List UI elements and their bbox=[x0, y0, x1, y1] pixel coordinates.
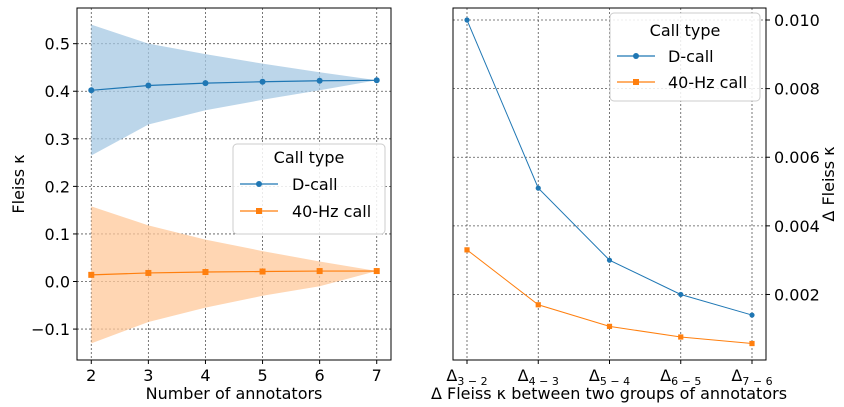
left-y-tick-label: 0.4 bbox=[45, 82, 70, 101]
left-point-40hz bbox=[259, 268, 266, 275]
left-line-dcall bbox=[91, 79, 377, 91]
right-legend: Call type D-call 40-Hz call bbox=[609, 12, 761, 102]
left-legend-40hz-label: 40-Hz call bbox=[292, 202, 371, 221]
left-x-tick-label: 3 bbox=[143, 366, 153, 385]
left-point-dcall bbox=[202, 80, 209, 87]
right-legend-40hz-marker bbox=[633, 79, 639, 85]
left-plot-frame bbox=[76, 7, 392, 361]
left-y-tick-label: 0.1 bbox=[45, 225, 70, 244]
left-band-40hz bbox=[91, 206, 377, 344]
right-point-40hz bbox=[535, 302, 541, 308]
left-point-40hz bbox=[373, 268, 380, 275]
left-x-ticks: 2 3 4 5 6 7 bbox=[86, 360, 382, 385]
left-y-tick-label: −0.1 bbox=[31, 320, 70, 339]
left-line-40hz bbox=[91, 270, 377, 276]
right-legend-dcall-label: D-call bbox=[668, 47, 714, 66]
left-x-tick-label: 6 bbox=[315, 366, 325, 385]
left-legend-dcall-label: D-call bbox=[292, 175, 338, 194]
right-point-dcall bbox=[464, 17, 470, 23]
right-point-40hz bbox=[464, 247, 470, 253]
right-x-ticks: Δ3 − 2 Δ4 − 3 Δ5 − 4 Δ6 − 5 Δ7 − 6 bbox=[446, 360, 773, 388]
left-x-tick-label: 4 bbox=[200, 366, 210, 385]
left-y-tick-label: 0.3 bbox=[45, 130, 70, 149]
left-y-tick-label: 0.5 bbox=[45, 35, 70, 54]
left-x-tick-label: 5 bbox=[257, 366, 267, 385]
left-y-ticks: −0.1 0.0 0.1 0.2 0.3 0.4 0.5 bbox=[31, 35, 77, 339]
left-legend-dcall-marker bbox=[256, 181, 262, 187]
left-y-tick-label: 0.2 bbox=[45, 177, 70, 196]
right-legend-dcall-marker bbox=[633, 53, 639, 59]
right-y-ticks: 0.002 0.004 0.006 0.008 0.010 bbox=[766, 11, 820, 304]
right-x-tick-label: Δ6 − 5 bbox=[660, 366, 701, 388]
left-y-axis-label: Fleiss κ bbox=[9, 154, 28, 214]
left-point-40hz bbox=[202, 269, 209, 275]
right-y-tick-label: 0.010 bbox=[774, 11, 820, 30]
right-y-axis-label: Δ Fleiss κ bbox=[819, 146, 838, 222]
left-point-dcall bbox=[88, 87, 95, 94]
left-point-dcall bbox=[373, 77, 380, 84]
left-point-40hz bbox=[145, 269, 152, 276]
right-x-tick-label: Δ7 − 6 bbox=[731, 366, 772, 388]
right-legend-title: Call type bbox=[650, 21, 721, 40]
left-point-dcall bbox=[316, 77, 323, 84]
right-x-tick-label: Δ4 − 3 bbox=[518, 366, 559, 388]
right-y-tick-label: 0.008 bbox=[774, 80, 820, 99]
left-x-axis-label: Number of annotators bbox=[146, 384, 323, 403]
left-legend-title: Call type bbox=[274, 148, 345, 167]
right-point-40hz bbox=[749, 340, 755, 347]
right-chart-panel: Δ3 − 2 Δ4 − 3 Δ5 − 4 Δ6 − 5 Δ7 − 6 0.0020.00… bbox=[431, 7, 838, 403]
left-point-dcall bbox=[259, 78, 266, 85]
right-point-dcall bbox=[749, 312, 755, 318]
right-point-40hz bbox=[678, 334, 684, 340]
right-x-axis-label: Δ Fleiss κ between two groups of annotat… bbox=[431, 384, 787, 403]
left-x-tick-label: 7 bbox=[372, 366, 382, 385]
right-y-tick-label: 0.004 bbox=[774, 217, 820, 236]
right-point-dcall bbox=[535, 185, 541, 191]
right-y-tick-label: 0.006 bbox=[774, 148, 820, 167]
left-point-dcall bbox=[145, 82, 152, 89]
left-legend-40hz-marker bbox=[256, 208, 262, 214]
left-x-tick-label: 2 bbox=[86, 366, 96, 385]
right-legend-40hz-label: 40-Hz call bbox=[668, 73, 747, 92]
left-chart-panel: 2 3 4 5 6 7 −0.1 0.0 0.1 0.2 0.3 0.4 0.5 Number of … bbox=[9, 7, 392, 403]
right-point-dcall bbox=[606, 257, 613, 263]
right-x-tick-label: Δ3 − 2 bbox=[446, 366, 487, 388]
right-point-dcall bbox=[678, 291, 684, 298]
left-series-lines bbox=[88, 77, 380, 278]
right-x-tick-label: Δ5 − 4 bbox=[589, 366, 630, 388]
left-point-40hz bbox=[88, 271, 95, 278]
left-point-40hz bbox=[316, 268, 323, 275]
left-legend: Call type D-call 40-Hz call bbox=[232, 143, 386, 235]
right-legend-box bbox=[609, 12, 761, 102]
left-band-dcall bbox=[91, 24, 377, 156]
left-confidence-bands bbox=[91, 24, 377, 344]
right-series-lines bbox=[464, 17, 755, 347]
right-y-tick-label: 0.002 bbox=[774, 285, 820, 304]
left-y-tick-label: 0.0 bbox=[45, 273, 70, 292]
right-point-40hz bbox=[606, 323, 613, 329]
